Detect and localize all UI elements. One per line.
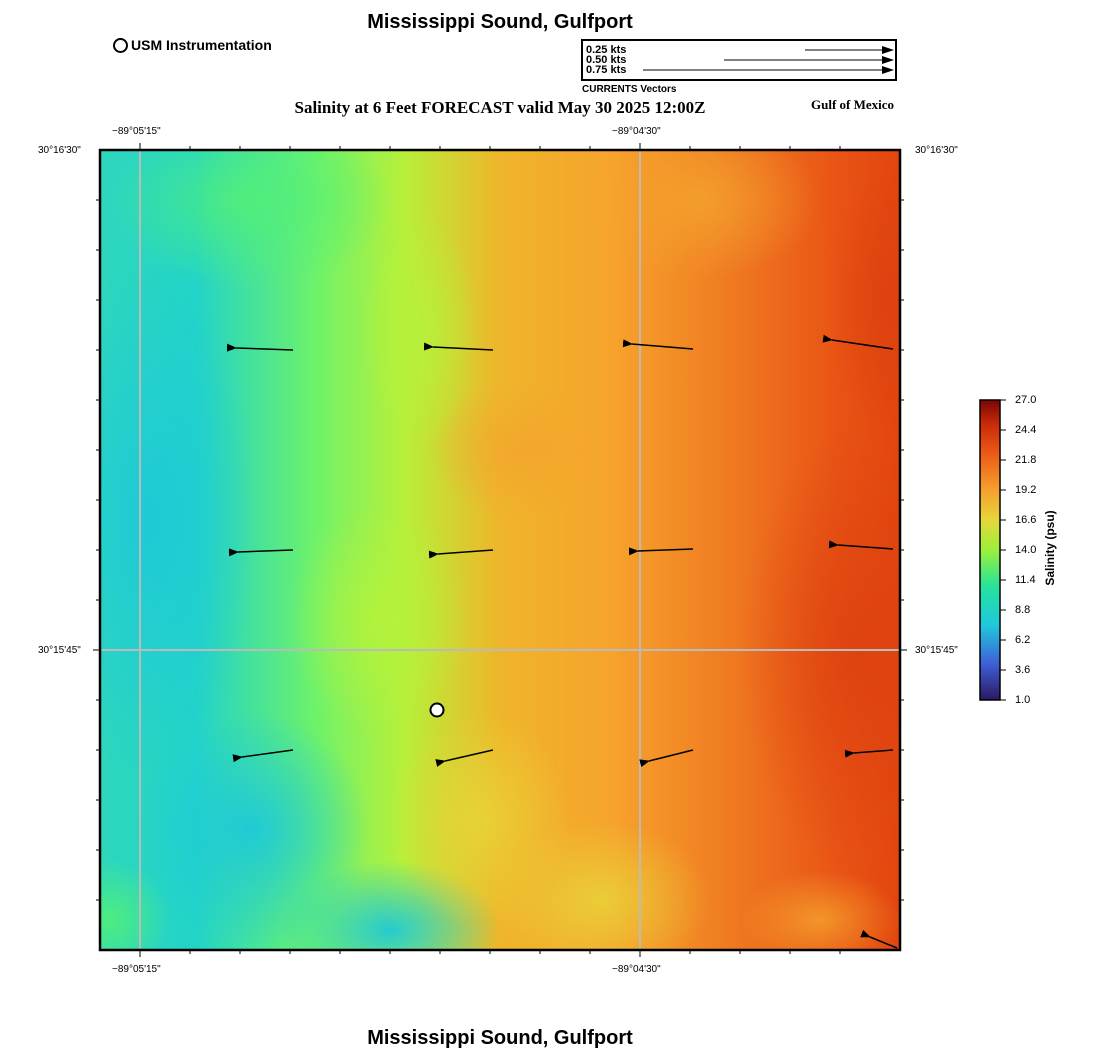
lon-label-bottom-east: −89°04'30" [612,964,661,975]
lat-label-left-north: 30°16'30" [38,145,81,156]
colorbar-tick: 11.4 [1015,574,1036,586]
colorbar-tick: 3.6 [1015,664,1031,676]
vector-scale-label: 0.25 kts [586,44,627,56]
colorbar-tick: 19.2 [1015,484,1037,496]
salinity-field [100,150,900,950]
footer-title: Mississippi Sound, Gulfport [367,1027,633,1049]
current-vector [628,547,694,556]
vector-legend-caption: CURRENTS Vectors [582,84,677,95]
vector-scale-legend: 0.25 kts 0.50 kts 0.75 kts [581,39,897,81]
map-title: Mississippi Sound, Gulfport [367,11,633,33]
current-vector [639,749,694,768]
region-label: Gulf of Mexico [811,97,895,112]
instrument-legend: USM Instrumentation [113,37,272,53]
lon-label-bottom-west: −89°05'15" [112,964,161,975]
current-vector [232,749,294,763]
colorbar-tick: 1.0 [1015,694,1031,706]
instrument-circle-icon [113,37,128,53]
current-vector [423,342,494,351]
current-vector [428,549,494,559]
current-vector [828,540,894,550]
current-vector [860,929,898,949]
current-vector [622,339,694,350]
colorbar-ramp [979,399,1001,701]
lon-label-top-west: −89°05'15" [112,126,161,137]
instrument-legend-label: USM Instrumentation [131,37,272,53]
usm-instrument-station[interactable] [429,702,445,718]
colorbar-tick: 14.0 [1015,544,1037,556]
colorbar [979,399,1006,701]
colorbar-tick: 24.4 [1015,424,1037,436]
current-vector [228,548,294,557]
colorbar-tick: 16.6 [1015,514,1037,526]
colorbar-tick: 27.0 [1015,394,1037,406]
current-vector [435,749,494,767]
vector-scale-label: 0.75 kts [586,64,627,76]
lon-label-top-east: −89°04'30" [612,126,661,137]
colorbar-tick: 21.8 [1015,454,1037,466]
current-vector [226,343,294,352]
graticule [100,150,900,950]
lat-label-left-mid: 30°15'45" [38,645,81,656]
current-vector [822,334,894,350]
colorbar-label: Salinity (psu) [1043,510,1057,586]
lat-label-right-mid: 30°15'45" [915,645,958,656]
map-subtitle: Salinity at 6 Feet FORECAST valid May 30… [294,98,706,117]
lat-label-right-north: 30°16'30" [915,145,958,156]
vector-scale-label: 0.50 kts [586,54,627,66]
vector-scale-arrows [643,46,894,74]
frame-ticks [93,143,907,957]
current-vector [844,749,894,758]
current-vectors [226,334,898,949]
colorbar-tick: 8.8 [1015,604,1031,616]
colorbar-tick: 6.2 [1015,634,1031,646]
